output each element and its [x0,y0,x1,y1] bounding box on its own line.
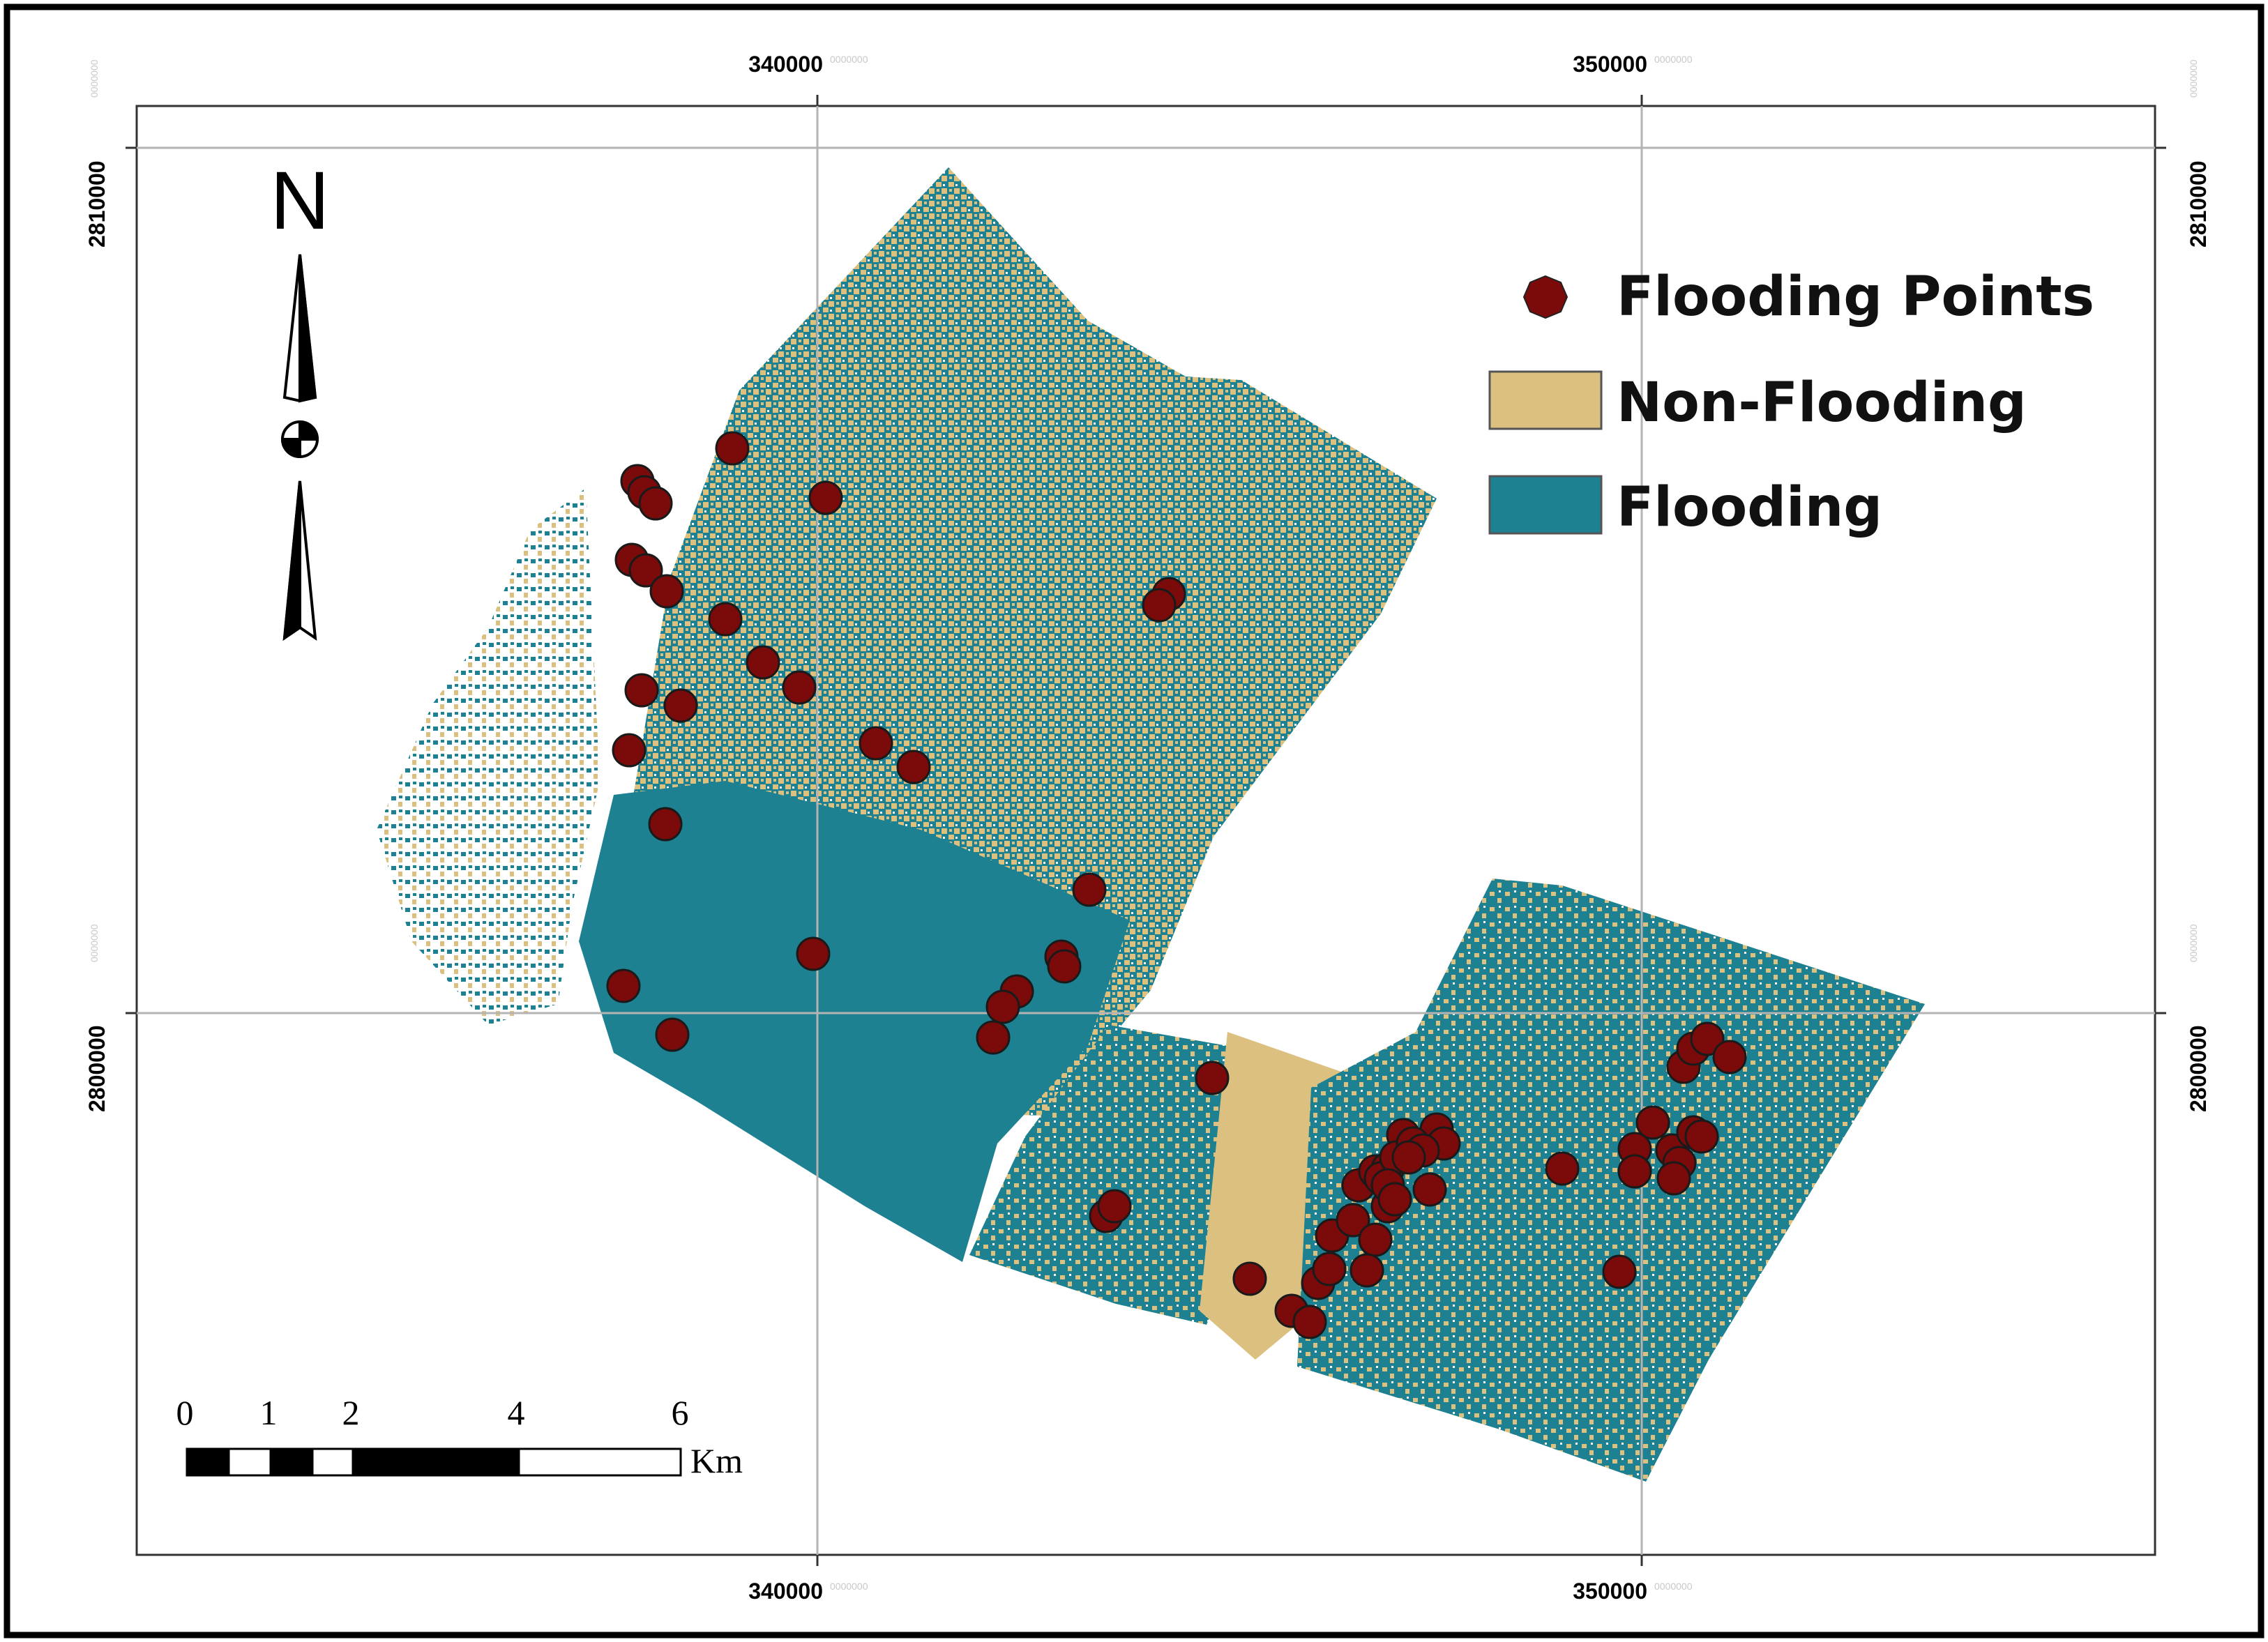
flooding-point-31 [1097,1189,1132,1224]
x-top-label-2: 350000 [1573,52,1647,77]
x-bottom-suffix-1: 0000000 [830,1581,868,1592]
x-top-label-1: 340000 [748,52,823,77]
x-bottom-label-1: 340000 [748,1579,823,1604]
x-top-suffix-1: 0000000 [830,54,868,65]
y-left-label-1: 2810000 [84,160,109,248]
legend-item-non-flooding: Non-Flooding [1488,370,2027,434]
flooding-point-20 [1072,872,1107,907]
flooding-point-55 [1377,1182,1412,1217]
y-right-suffix-1: 0000000 [2188,59,2199,98]
flooding-point-57 [1602,1254,1637,1289]
flooding-point-38 [1336,1203,1370,1238]
flooding-point-16 [612,733,647,768]
flooding-point-34 [1292,1305,1327,1339]
sparse-west-area [377,488,600,1025]
north-arrow-icon [280,254,319,641]
flooding-point-21 [796,936,831,971]
flooding-point-68 [1684,1119,1719,1154]
flooding-point-54 [1391,1140,1426,1175]
flooding-point-69 [1656,1161,1691,1196]
flooding-point-29 [1195,1061,1230,1095]
north-label: N [270,155,329,247]
axis-labels-right: 2810000 0000000 2800000 0000000 [2186,59,2211,1112]
axis-labels-top: 340000 0000000 350000 0000000 [748,52,1692,77]
flooding-point-56 [1545,1151,1580,1186]
flooding-swatch-icon [1488,475,1603,535]
y-left-label-2: 2800000 [84,1025,109,1112]
scale-label-0: 0 [176,1393,194,1432]
flooding-point-47 [1350,1253,1384,1288]
flooding-point-65 [1690,1021,1725,1056]
flooding-point-66 [1712,1040,1747,1074]
flooding-point-27 [985,989,1020,1024]
x-bottom-suffix-2: 0000000 [1654,1581,1693,1592]
flooding-point-5 [808,480,843,515]
flooding-point-15 [663,688,698,723]
flooding-point-46 [1358,1222,1393,1257]
flooding-point-11 [782,670,817,705]
flooding-point-13 [1142,588,1177,623]
flooding-point-14 [624,673,659,708]
scale-label-6: 6 [672,1393,689,1432]
flooding-point-36 [1312,1252,1347,1286]
flooding-point-10 [746,645,780,680]
north-arrow: N [270,155,330,641]
outer-frame [3,3,2265,1639]
flooding-point-9 [708,602,743,637]
flooding-points-layer [606,431,1747,1339]
flooding-point-1 [715,431,750,466]
southeast-region [1297,879,1925,1482]
flooding-point-59 [1617,1154,1652,1189]
y-left-suffix-1: 0000000 [89,59,100,98]
legend: Flooding Points Non-Flooding Flooding [1488,266,2094,539]
y-right-label-1: 2810000 [2186,160,2211,248]
scale-label-2: 2 [342,1393,360,1432]
scale-label-4: 4 [508,1393,525,1432]
scale-bar: 0 1 2 4 6 Km [176,1393,743,1480]
coordinate-grid [137,106,2155,1555]
scale-bar-segments [186,1447,682,1477]
y-left-suffix-2: 0000000 [89,924,100,962]
flooding-point-23 [1047,949,1082,984]
flooding-point-28 [976,1020,1011,1055]
south-center-region [969,1025,1262,1325]
scale-unit: Km [690,1441,743,1480]
flooding-point-19 [648,807,683,842]
y-right-label-2: 2800000 [2186,1025,2211,1112]
legend-label-non-flooding: Non-Flooding [1617,372,2027,434]
flooding-point-7 [628,553,663,588]
legend-label-flooding: Flooding [1617,476,1882,539]
flooding-point-52 [1412,1172,1447,1207]
southwest-region [579,781,1130,1262]
flooding-point-60 [1635,1105,1670,1140]
x-bottom-label-2: 350000 [1573,1579,1647,1604]
x-top-suffix-2: 0000000 [1654,54,1693,65]
flooding-point-8 [649,574,684,609]
y-right-suffix-2: 0000000 [2188,924,2199,962]
flooding-point-24 [606,968,641,1003]
flooding-point-symbol-icon [1522,275,1568,319]
flooding-point-18 [896,750,931,784]
legend-item-flooding: Flooding [1488,475,1882,539]
scale-label-1: 1 [260,1393,278,1432]
non-flooding-swatch-icon [1488,370,1603,430]
flooding-point-32 [1232,1261,1267,1296]
axis-labels-left: 2810000 0000000 2800000 0000000 [84,59,109,1112]
legend-item-flooding-points: Flooding Points [1522,266,2094,328]
flooding-point-4 [638,486,673,521]
flooding-point-17 [859,726,893,761]
legend-label-flooding-points: Flooding Points [1617,266,2094,328]
flooding-point-25 [655,1017,690,1052]
axis-labels-bottom: 340000 0000000 350000 0000000 [748,1579,1692,1604]
axis-ticks [126,95,2166,1566]
